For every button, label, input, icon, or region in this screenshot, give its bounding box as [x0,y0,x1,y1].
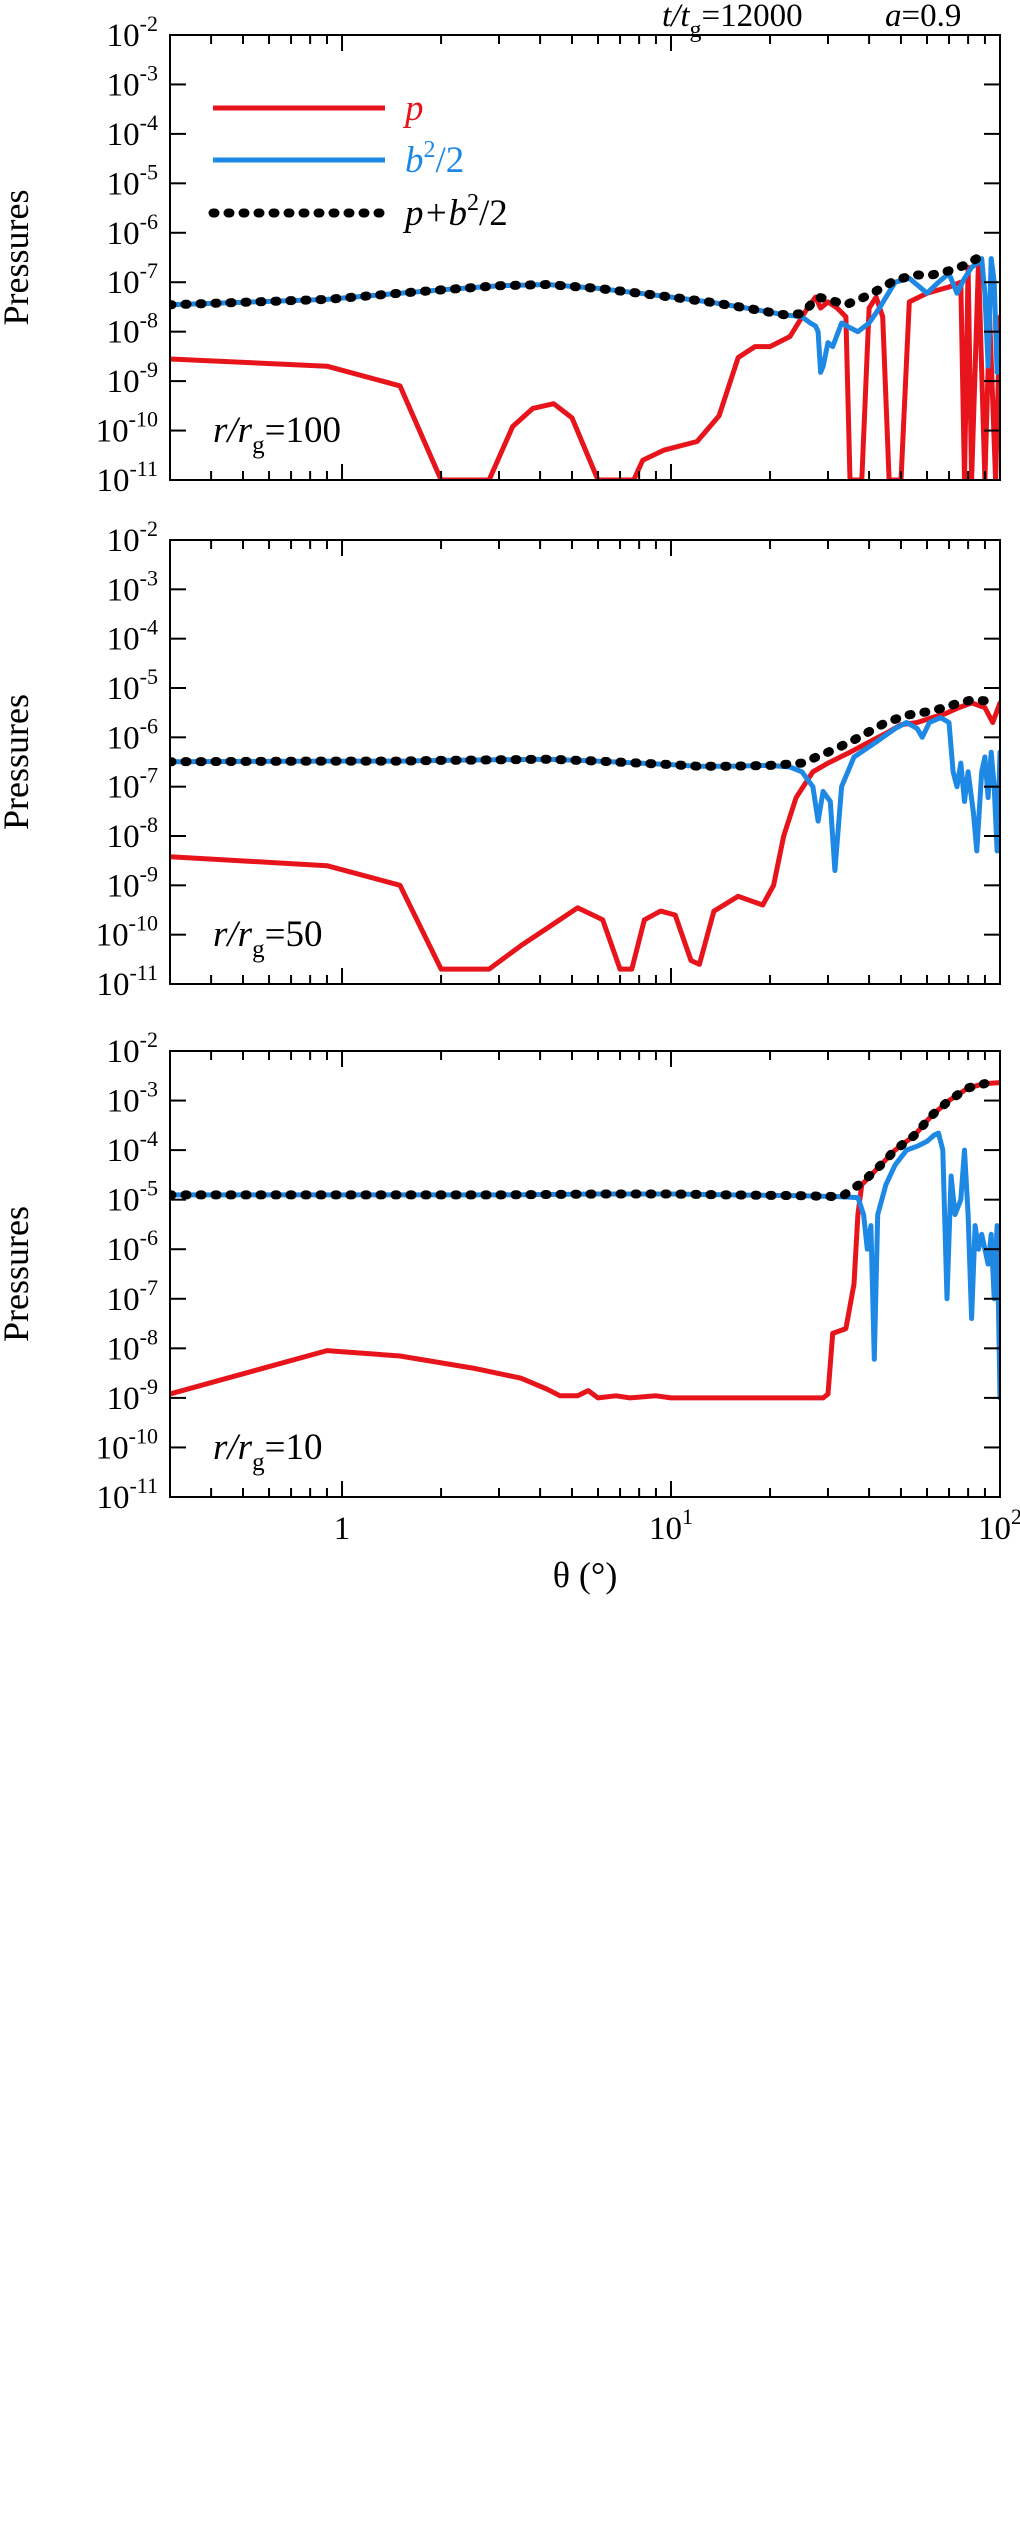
y-axis-label: Pressures [0,694,36,830]
y-tick-label: 10-4 [107,110,158,153]
x-tick-label: 102 [978,1504,1020,1547]
y-tick-label: 10-7 [107,258,158,301]
panel-bottom: 10-11 10-10 10-9 10-8 10-7 10-6 10-5 10-4 10-3 10… [0,1027,1020,1595]
y-tick-label: 10-6 [107,209,158,252]
y-tick-label: 10-4 [107,615,158,658]
y-tick-label: 10-9 [107,357,158,400]
legend-item-b2: b2/2 [213,137,464,181]
radius-annotation: r/rg=100 [213,410,341,459]
y-tick-label: 10-9 [107,1374,158,1417]
y-tick-label: 10-5 [107,1176,158,1219]
series-p-b-2-2 [170,1079,990,1202]
y-tick-label: 10-4 [107,1126,158,1169]
radius-annotation: r/rg=50 [213,914,322,963]
plot-frame [169,1050,1001,1498]
series-b-2-2 [170,715,1000,873]
panels: 10-11 10-10 10-9 10-8 10-7 10-6 10-5 10-4 10-3 10… [0,11,1020,1595]
radius-annotation: r/rg=10 [213,1427,322,1476]
series-p [170,700,1000,972]
y-tick-label: 10-10 [96,1423,158,1466]
y-tick-label: 10-10 [96,407,158,450]
x-axis-label: θ (°) [553,1555,618,1595]
series-p-b-2-2 [170,695,990,771]
series-p-b-2-2 [170,252,990,320]
y-tick-label: 10-11 [96,456,158,499]
y-tick-label: 10-3 [107,1077,158,1120]
time-label: t/tg=12000 [662,0,803,43]
legend-label: b2/2 [405,137,464,181]
y-tick-label: 10-8 [107,308,158,351]
plot-frame [169,539,1001,985]
panel-top: 10-11 10-10 10-9 10-8 10-7 10-6 10-5 10-4 10-3 10… [0,11,1001,499]
legend: p b2/2 p+b2/2 [208,88,508,234]
y-tick-label: 10-8 [107,1324,158,1367]
y-tick-label: 10-3 [107,60,158,103]
x-tick-label: 1 [334,1511,351,1547]
y-tick-label: 10-2 [107,11,158,54]
y-tick-label: 10-9 [107,861,158,904]
series-p [170,260,1000,480]
y-tick-label: 10-3 [107,565,158,608]
legend-item-total: p+b2/2 [208,190,508,234]
y-tick-label: 10-6 [107,1225,158,1268]
figure-header: t/tg=12000 a=0.9 [662,0,961,43]
panel-middle: 10-11 10-10 10-9 10-8 10-7 10-6 10-5 10-4 10-3 10… [0,516,1001,1003]
y-axis-label: Pressures [0,190,36,326]
y-tick-label: 10-5 [107,159,158,202]
y-tick-label: 10-11 [96,960,158,1003]
y-tick-label: 10-7 [107,1275,158,1318]
plot-frame [169,34,1001,481]
y-tick-label: 10-2 [107,516,158,559]
legend-label: p+b2/2 [402,190,508,234]
series-b-2-2 [170,256,1000,375]
spin-label: a=0.9 [885,0,961,34]
legend-label: p [402,88,424,129]
y-tick-label: 10-5 [107,664,158,707]
y-tick-label: 10-2 [107,1027,158,1070]
y-tick-label: 10-11 [96,1473,158,1516]
legend-item-p: p [213,88,424,129]
y-tick-label: 10-7 [107,763,158,806]
y-tick-label: 10-6 [107,713,158,756]
y-tick-label: 10-8 [107,812,158,855]
x-tick-label: 101 [649,1504,693,1547]
y-axis-label: Pressures [0,1206,36,1342]
y-tick-label: 10-10 [96,911,158,954]
